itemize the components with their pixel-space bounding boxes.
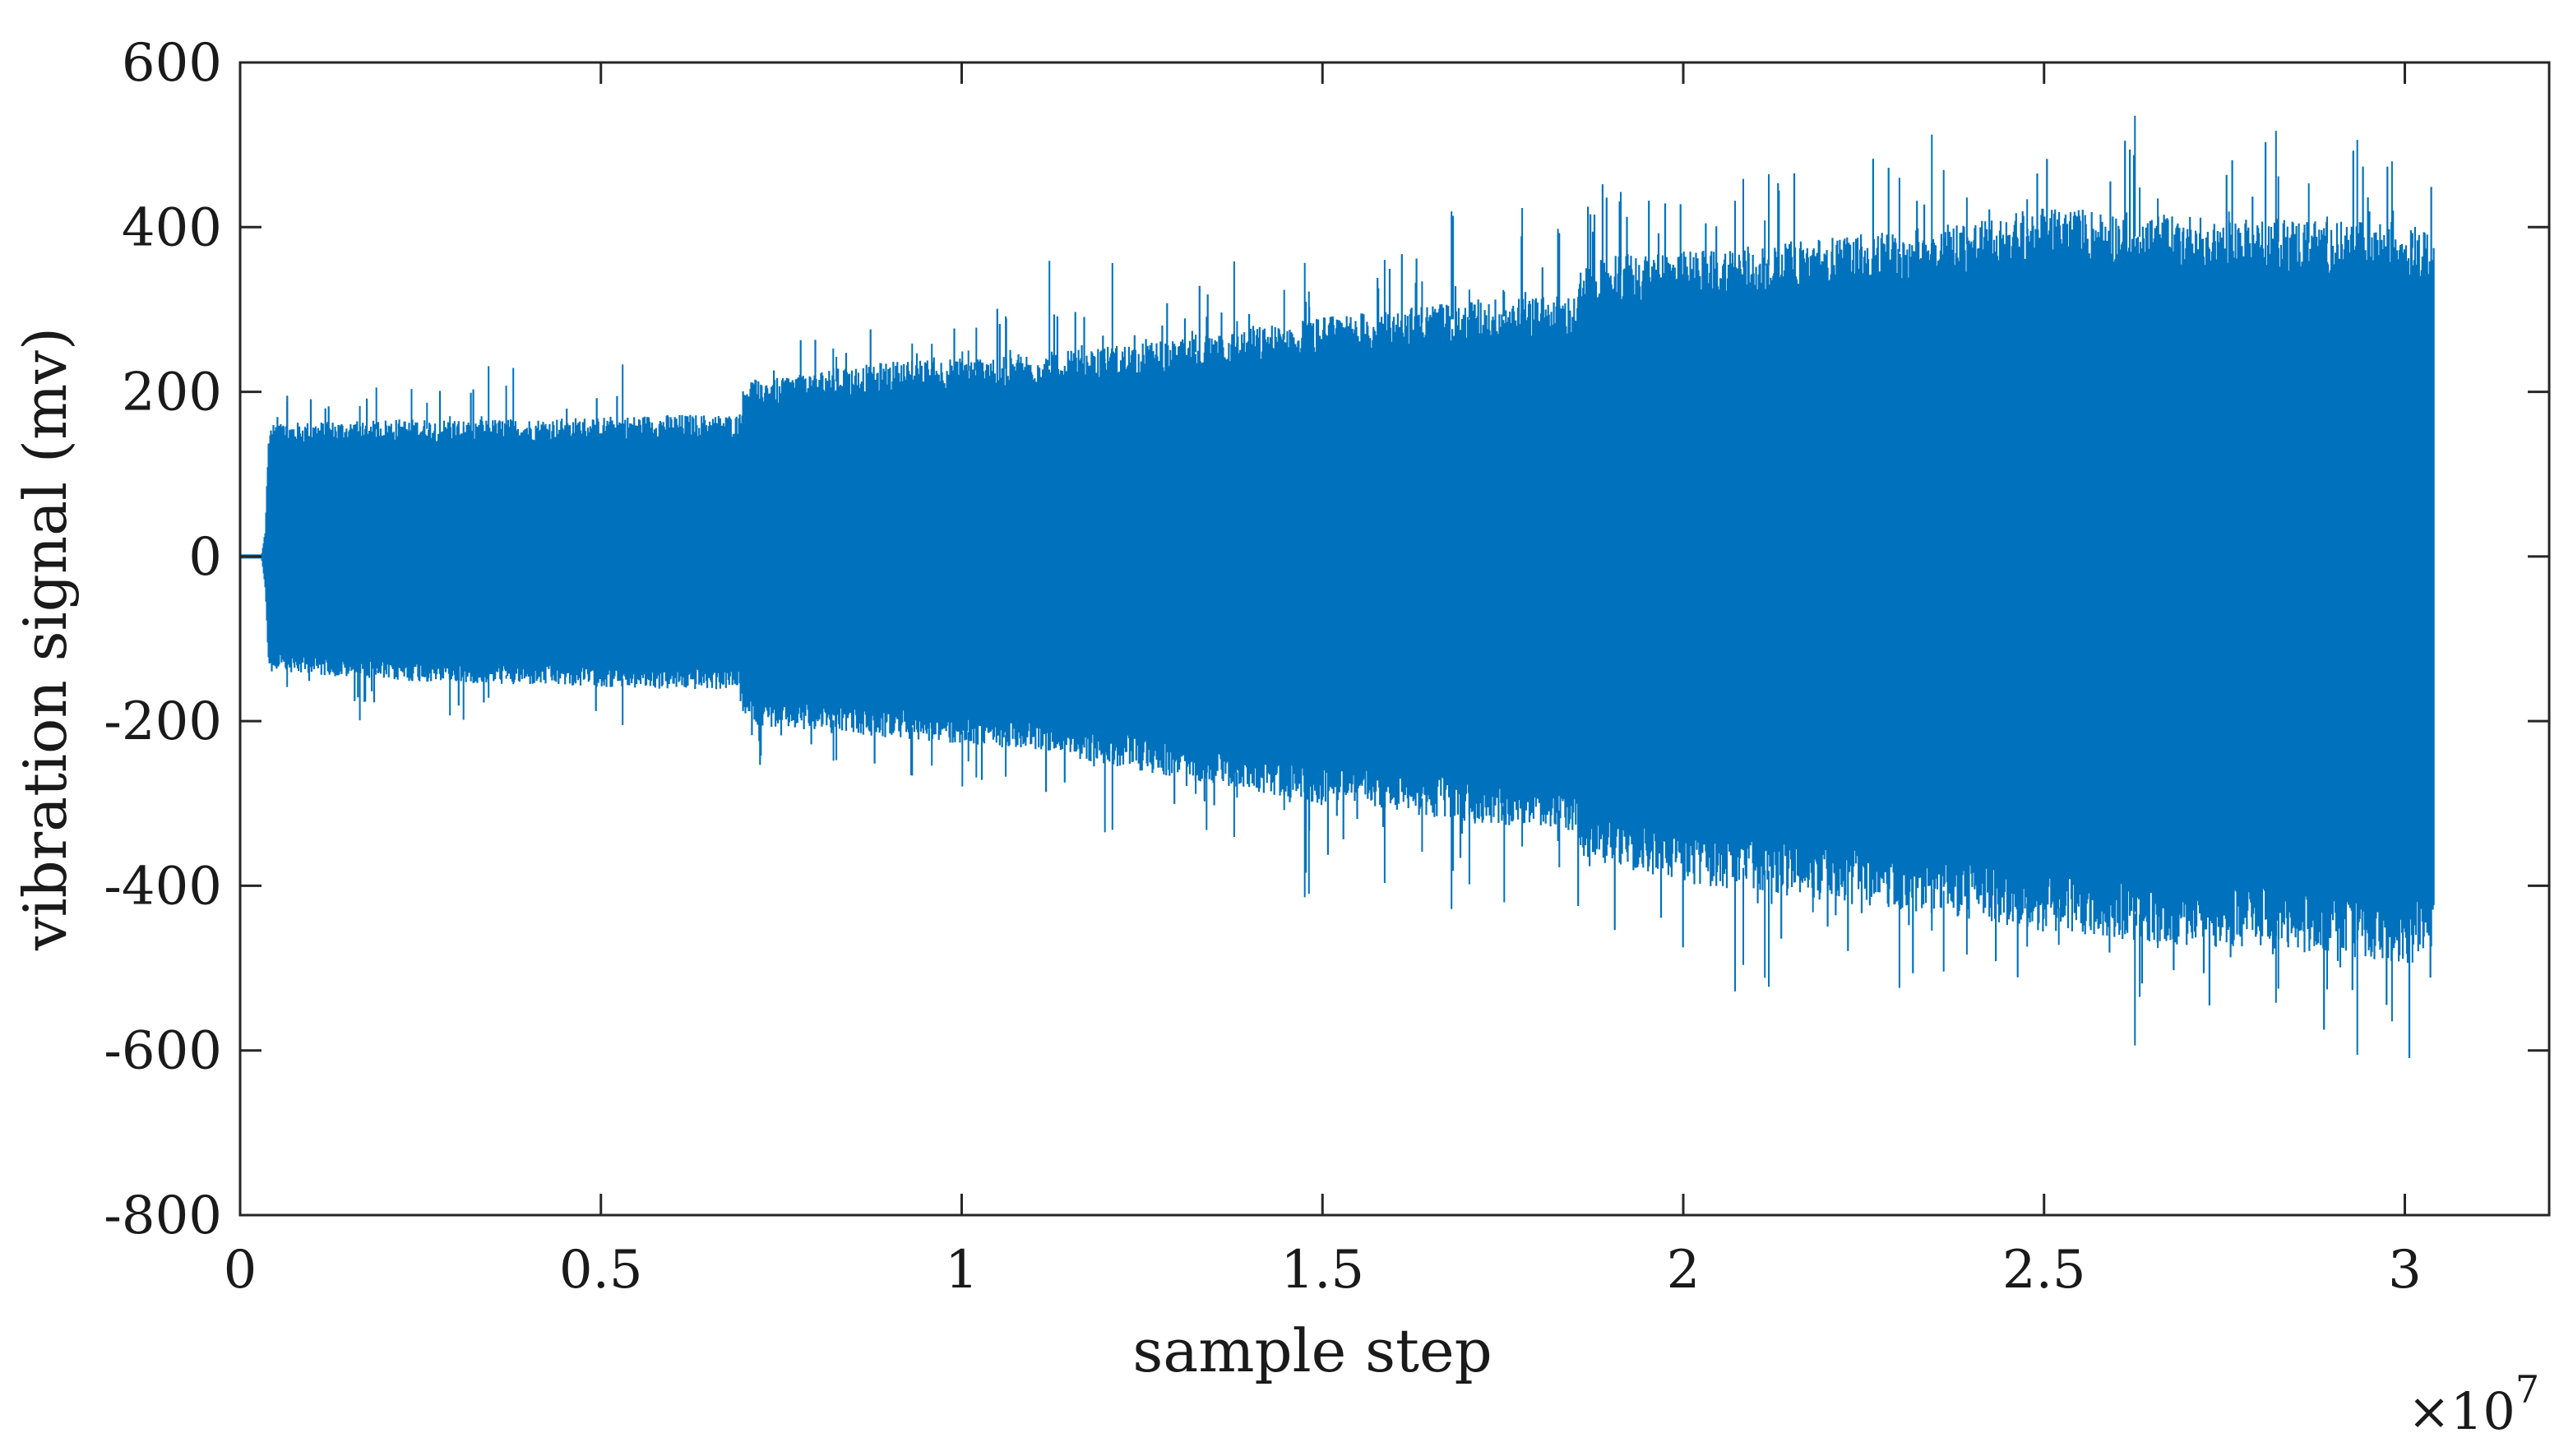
signal-trace bbox=[238, 141, 2435, 1058]
y-tick-label: 200 bbox=[122, 363, 222, 423]
x-tick-label: 3 bbox=[2388, 1240, 2422, 1301]
x-multiplier-exponent: 7 bbox=[2515, 1367, 2539, 1412]
plot-area-frame bbox=[238, 61, 2551, 1217]
x-axis-label: sample step bbox=[1132, 1316, 1492, 1385]
y-tick-label: 400 bbox=[122, 197, 222, 258]
y-tick-label: -600 bbox=[104, 1021, 222, 1082]
y-tick-label: -200 bbox=[104, 691, 222, 752]
tick-layer: 0 0.5 1 1.5 2 2.5 3 -800 -600 -400 -200 0 200 400 600 bbox=[104, 33, 2549, 1301]
signal-layer bbox=[238, 115, 2435, 1058]
x-multiplier-label: ×107 bbox=[2408, 1367, 2539, 1441]
x-tick-label: 1.5 bbox=[1280, 1240, 1364, 1301]
y-tick-label: -400 bbox=[104, 856, 222, 917]
x-tick-label: 2.5 bbox=[2002, 1240, 2086, 1301]
x-tick-label: 0.5 bbox=[559, 1240, 643, 1301]
y-tick-label: -800 bbox=[104, 1186, 222, 1246]
x-multiplier-base: ×10 bbox=[2408, 1381, 2515, 1441]
x-tick-label: 0 bbox=[224, 1240, 257, 1301]
y-tick-label: 600 bbox=[122, 33, 222, 94]
x-tick-label: 2 bbox=[1667, 1240, 1701, 1301]
y-tick-label: 0 bbox=[188, 527, 222, 588]
y-axis-label: vibration signal (mv) bbox=[11, 327, 80, 951]
x-tick-label: 1 bbox=[945, 1240, 979, 1301]
